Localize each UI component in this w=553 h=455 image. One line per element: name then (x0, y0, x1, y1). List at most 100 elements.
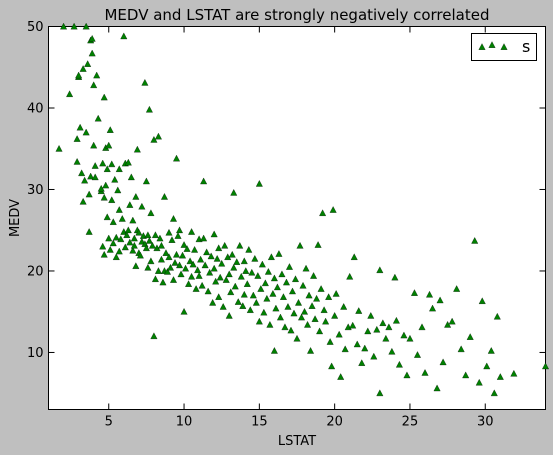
data-point (269, 290, 277, 297)
data-point (263, 294, 271, 302)
data-point (471, 237, 479, 244)
data-point (490, 389, 498, 397)
data-point (148, 241, 156, 249)
data-point (406, 334, 414, 342)
data-point (418, 323, 426, 331)
data-point (126, 238, 134, 246)
data-point (97, 184, 105, 192)
data-point (200, 177, 208, 185)
data-point (376, 266, 384, 274)
data-point (192, 285, 200, 292)
data-point (160, 193, 168, 200)
data-point (189, 260, 197, 268)
data-point (487, 347, 495, 354)
data-point (457, 345, 465, 353)
data-point (478, 297, 486, 304)
data-point (261, 279, 269, 287)
data-point (141, 79, 149, 86)
data-point (218, 259, 226, 267)
y-axis-label: MEDV (8, 199, 23, 237)
data-point (159, 278, 167, 286)
data-points (55, 22, 549, 397)
data-point (157, 241, 165, 249)
data-point (129, 246, 137, 254)
data-point (255, 317, 263, 325)
data-point (341, 345, 349, 353)
data-point (392, 316, 400, 324)
data-point (82, 22, 90, 30)
data-point (75, 71, 83, 79)
data-point (66, 90, 74, 98)
data-point (130, 241, 138, 249)
data-point (314, 241, 322, 248)
data-point (165, 253, 173, 260)
data-point (215, 244, 223, 252)
data-point (151, 231, 159, 238)
data-point (76, 123, 84, 131)
data-point (322, 317, 330, 325)
data-point (90, 81, 98, 89)
data-point (251, 255, 259, 262)
data-point (108, 160, 116, 168)
data-point (295, 299, 302, 306)
data-point (124, 226, 132, 234)
data-point (332, 290, 340, 297)
data-point (127, 173, 135, 181)
data-point (210, 264, 218, 272)
data-point (106, 126, 114, 133)
data-point (168, 236, 176, 243)
data-point (120, 32, 128, 40)
data-point (364, 327, 372, 335)
data-point (284, 303, 292, 310)
data-point (227, 288, 235, 296)
data-point (147, 257, 155, 265)
data-point (462, 371, 470, 379)
data-point (204, 287, 212, 295)
data-point (206, 268, 214, 276)
data-point (176, 226, 184, 234)
data-point (255, 180, 263, 187)
data-point (114, 186, 122, 194)
data-point (138, 202, 146, 210)
data-point (167, 263, 174, 271)
data-point (282, 278, 290, 286)
data-point (426, 290, 434, 298)
data-point (308, 302, 316, 309)
x-tick-label: 5 (105, 415, 113, 430)
data-point (79, 197, 87, 205)
data-point (91, 162, 99, 169)
data-point (150, 332, 158, 340)
data-point (379, 319, 387, 326)
data-point (176, 261, 184, 269)
data-point (136, 251, 144, 259)
data-point (210, 230, 218, 238)
data-point (73, 158, 81, 165)
data-point (433, 384, 441, 392)
data-point (164, 268, 171, 275)
data-point (191, 246, 199, 253)
data-point (170, 215, 177, 222)
data-point (242, 267, 250, 274)
data-point (246, 306, 254, 313)
data-point (201, 261, 209, 269)
data-point (237, 272, 245, 280)
data-point (147, 209, 155, 216)
data-point (144, 231, 152, 238)
data-point (328, 362, 336, 370)
data-point (317, 285, 325, 292)
data-point (132, 262, 140, 269)
x-tick-label: 25 (402, 415, 419, 430)
data-point (285, 263, 293, 270)
data-point (138, 237, 146, 245)
data-point (444, 321, 452, 328)
data-point (316, 327, 324, 335)
data-point (100, 93, 108, 101)
data-point (304, 321, 312, 328)
data-point (135, 228, 143, 236)
y-tick-label: 30 (27, 183, 44, 198)
x-axis-label: LSTAT (278, 434, 316, 449)
data-point (230, 189, 238, 196)
data-point (292, 275, 299, 282)
data-point (230, 263, 238, 271)
